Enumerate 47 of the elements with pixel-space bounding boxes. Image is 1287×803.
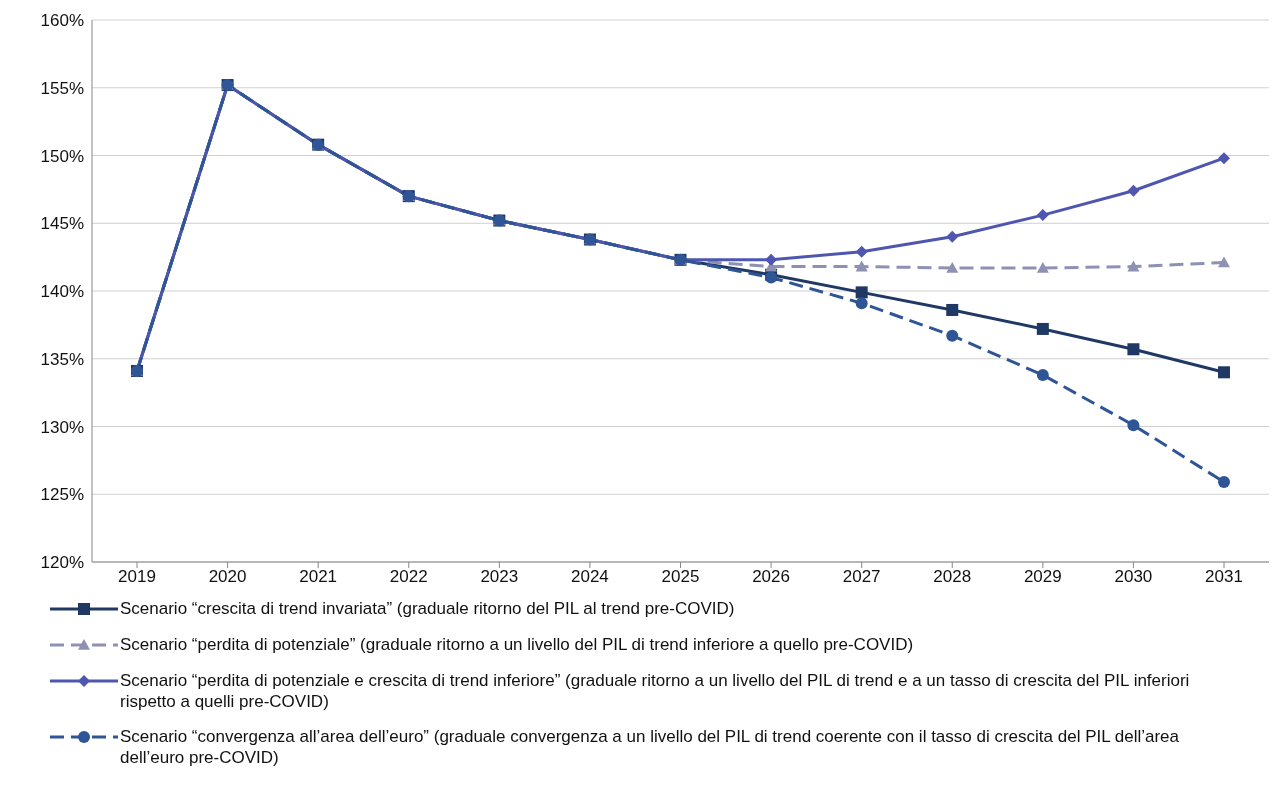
- x-tick-label: 2029: [1023, 567, 1062, 587]
- x-tick-label: 2023: [480, 567, 519, 587]
- point: [1036, 209, 1049, 222]
- point: [946, 329, 959, 342]
- legend-label: Scenario “crescita di trend invariata” (graduale ritorno del PIL al trend pre-COVID): [120, 598, 735, 619]
- point: [1218, 476, 1230, 489]
- y-tick-label: 145%: [40, 214, 84, 234]
- x-tick-label: 2025: [661, 567, 700, 587]
- y-tick-label: 150%: [40, 146, 84, 166]
- x-tick-label: 2019: [118, 567, 156, 587]
- point: [946, 261, 959, 273]
- point: [1036, 261, 1049, 273]
- y-tick-label: 155%: [40, 78, 84, 98]
- point: [1127, 419, 1140, 432]
- point: [1127, 184, 1140, 197]
- legend-label: Scenario “perdita di potenziale e crescita di trend inferiore” (graduale ritorno a un livello del PIL di trend e a un tasso di crescita del PIL inferiori rispetto a quelli pre-COVID): [120, 670, 1191, 712]
- legend-label: Scenario “convergenza all’area dell’euro” (graduale convergenza a un livello del PIL di trend coerente con il tasso di crescita del PIL dell’area dell’euro pre-COVID): [120, 726, 1180, 768]
- x-tick-label: 2031: [1205, 567, 1243, 587]
- x-tick-label: 2020: [208, 567, 247, 587]
- x-tick-label: 2021: [299, 567, 338, 587]
- point: [946, 230, 959, 243]
- point: [1036, 322, 1049, 335]
- point: [855, 260, 868, 272]
- point: [1127, 343, 1140, 356]
- point: [1036, 369, 1049, 382]
- point: [1127, 260, 1140, 272]
- point: [855, 297, 868, 310]
- point: [1218, 152, 1230, 165]
- point: [946, 303, 959, 316]
- x-tick-label: 2028: [933, 567, 972, 587]
- x-tick-label: 2030: [1114, 567, 1153, 587]
- x-tick-label: 2026: [752, 567, 790, 587]
- y-tick-label: 120%: [40, 553, 84, 573]
- x-tick-label: 2027: [842, 567, 881, 587]
- y-tick-label: 160%: [40, 11, 84, 31]
- point: [855, 245, 868, 258]
- y-tick-label: 135%: [40, 349, 84, 369]
- x-tick-label: 2022: [389, 567, 428, 587]
- y-tick-label: 125%: [40, 485, 84, 505]
- point: [855, 286, 868, 299]
- y-tick-label: 130%: [40, 417, 84, 437]
- point: [765, 253, 778, 266]
- y-tick-label: 140%: [40, 282, 84, 302]
- x-tick-label: 2024: [571, 567, 609, 587]
- point: [1218, 256, 1230, 268]
- point: [1218, 366, 1230, 379]
- legend-label: Scenario “perdita di potenziale” (graduale ritorno a un livello del PIL di trend inferiore a quello pre-COVID): [120, 634, 914, 655]
